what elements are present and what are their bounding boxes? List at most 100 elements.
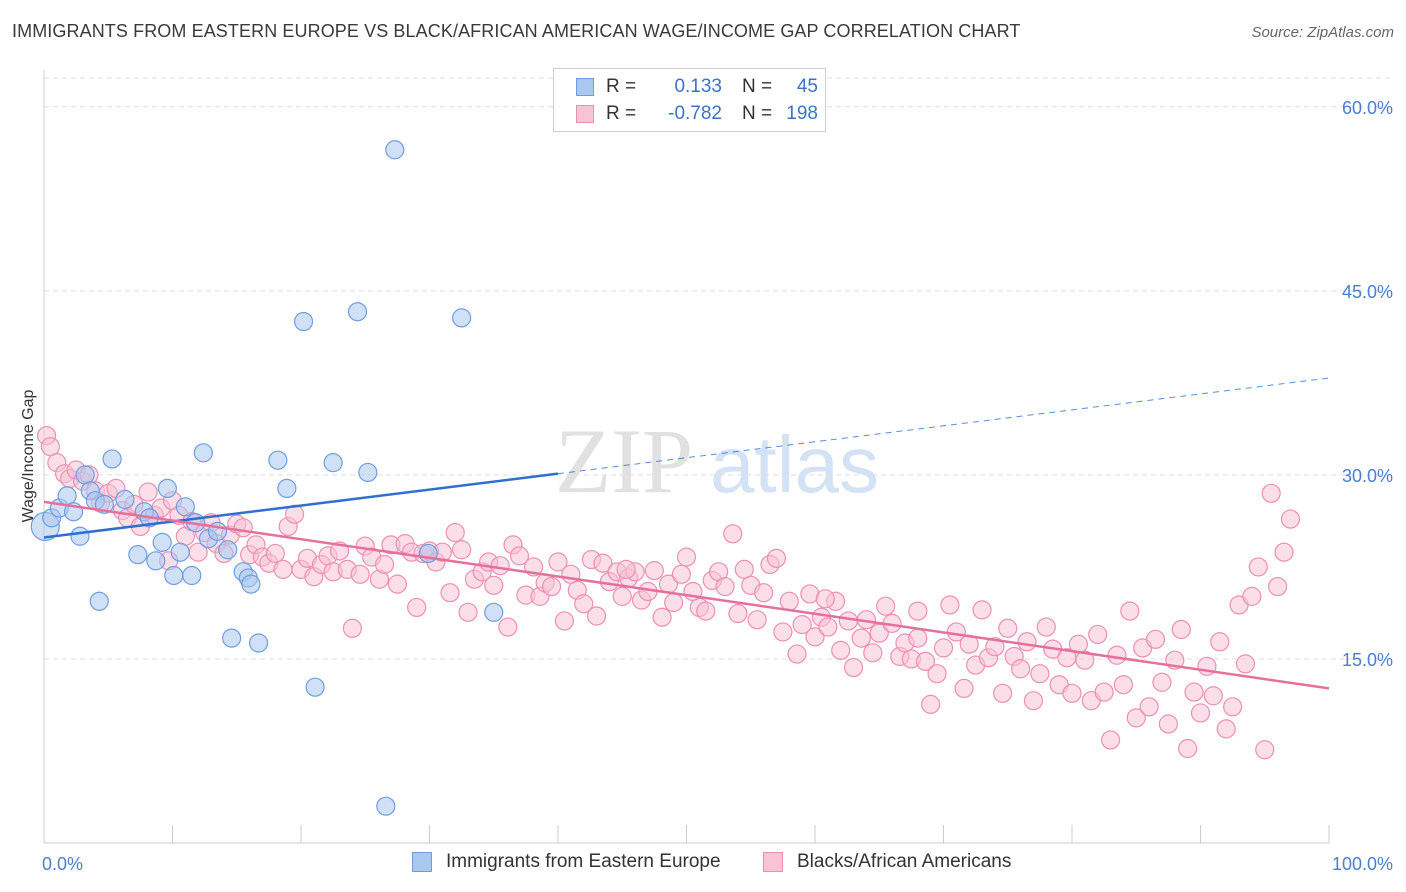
data-point [787,644,807,664]
trend-lines [43,377,1330,690]
data-point [342,618,362,638]
data-point [586,606,607,626]
watermark-zip: ZIP [555,410,693,512]
data-point [458,602,478,622]
x-tick-label-max: 100.0% [1332,854,1393,874]
data-point [921,694,941,714]
data-point [1100,730,1121,750]
data-point [1210,632,1230,652]
data-point [170,542,190,562]
data-point [128,545,148,565]
data-point [40,437,61,457]
data-point [831,640,851,660]
data-point [157,478,177,499]
data-point [277,478,297,499]
data-point [715,576,735,597]
data-point [1152,672,1172,692]
data-point [1280,509,1301,529]
legend-r-label: R = [606,103,637,124]
data-point [1242,586,1262,606]
data-point [484,575,504,595]
data-point [484,602,504,622]
data-point [1023,691,1044,711]
series-legend-swatch-pink [763,852,783,872]
data-point [70,526,90,546]
legend-n-label: N = [742,76,773,97]
data-point [985,637,1005,657]
series-legend-label-pink: Blacks/African Americans [797,851,1012,872]
data-point [268,450,288,470]
data-point [908,628,928,648]
legend-n-value: 45 [796,76,818,97]
data-point [664,592,684,613]
data-point [387,574,407,594]
data-point [574,594,594,614]
data-point [933,638,954,658]
data-point [554,611,575,631]
data-point [407,597,427,618]
axes: 15.0% 30.0% 45.0% 60.0% [43,70,1393,844]
data-point [548,552,568,572]
data-point [265,543,285,564]
data-point [1075,650,1095,670]
data-point [1017,632,1037,652]
data-point [1030,664,1050,684]
data-point [75,465,95,485]
data-point [1261,483,1281,503]
correlation-legend: R = 0.133 N = 45 R = -0.782 N = 198 [553,68,826,132]
data-point [452,308,472,328]
data-point [1107,645,1127,665]
data-point [1126,708,1146,728]
data-point [915,651,936,672]
source-label: Source: ZipAtlas.com [1251,24,1394,41]
legend-swatch-blue [576,78,594,96]
data-point [747,610,767,630]
legend-r-value: 0.133 [674,76,722,97]
data-point [1158,714,1178,734]
data-point [376,796,396,816]
data-point [1094,682,1114,702]
data-point [593,553,613,573]
series-legend-blue: Immigrants from Eastern Europe [412,851,721,873]
data-point [293,311,314,332]
legend-r-label: R = [606,76,637,97]
data-point [57,486,77,506]
data-point [1248,557,1268,577]
data-point [998,618,1018,638]
data-point [927,664,947,684]
data-point [1062,683,1082,703]
data-point [815,589,835,609]
data-point [805,627,825,647]
series-legend-pink: Blacks/African Americans [763,851,1011,873]
data-point [358,462,378,483]
y-tick-label: 15.0% [1342,650,1393,670]
data-point [1088,624,1108,645]
data-point [851,628,871,648]
data-point [766,548,787,568]
data-point [1171,619,1191,640]
data-point [612,586,632,606]
legend-n-label: N = [742,103,773,124]
data-point [676,547,697,567]
pink-series-points [36,426,1301,760]
data-point [115,489,135,510]
y-tick-label: 45.0% [1342,282,1393,302]
data-point [838,611,859,631]
data-point [452,540,472,560]
data-point [498,617,518,637]
data-point [1184,682,1204,702]
data-point [541,576,562,597]
trend-line-blue-extension [557,377,1330,475]
data-point [146,551,166,571]
watermark-atlas: atlas [710,420,879,509]
data-point [1255,740,1275,760]
legend-r-value: -0.782 [668,103,722,124]
data-point [779,591,799,611]
data-point [993,683,1013,703]
data-point [241,574,261,594]
data-point [374,554,395,575]
data-point [652,607,672,627]
data-point [908,601,928,621]
data-point [1235,654,1256,674]
